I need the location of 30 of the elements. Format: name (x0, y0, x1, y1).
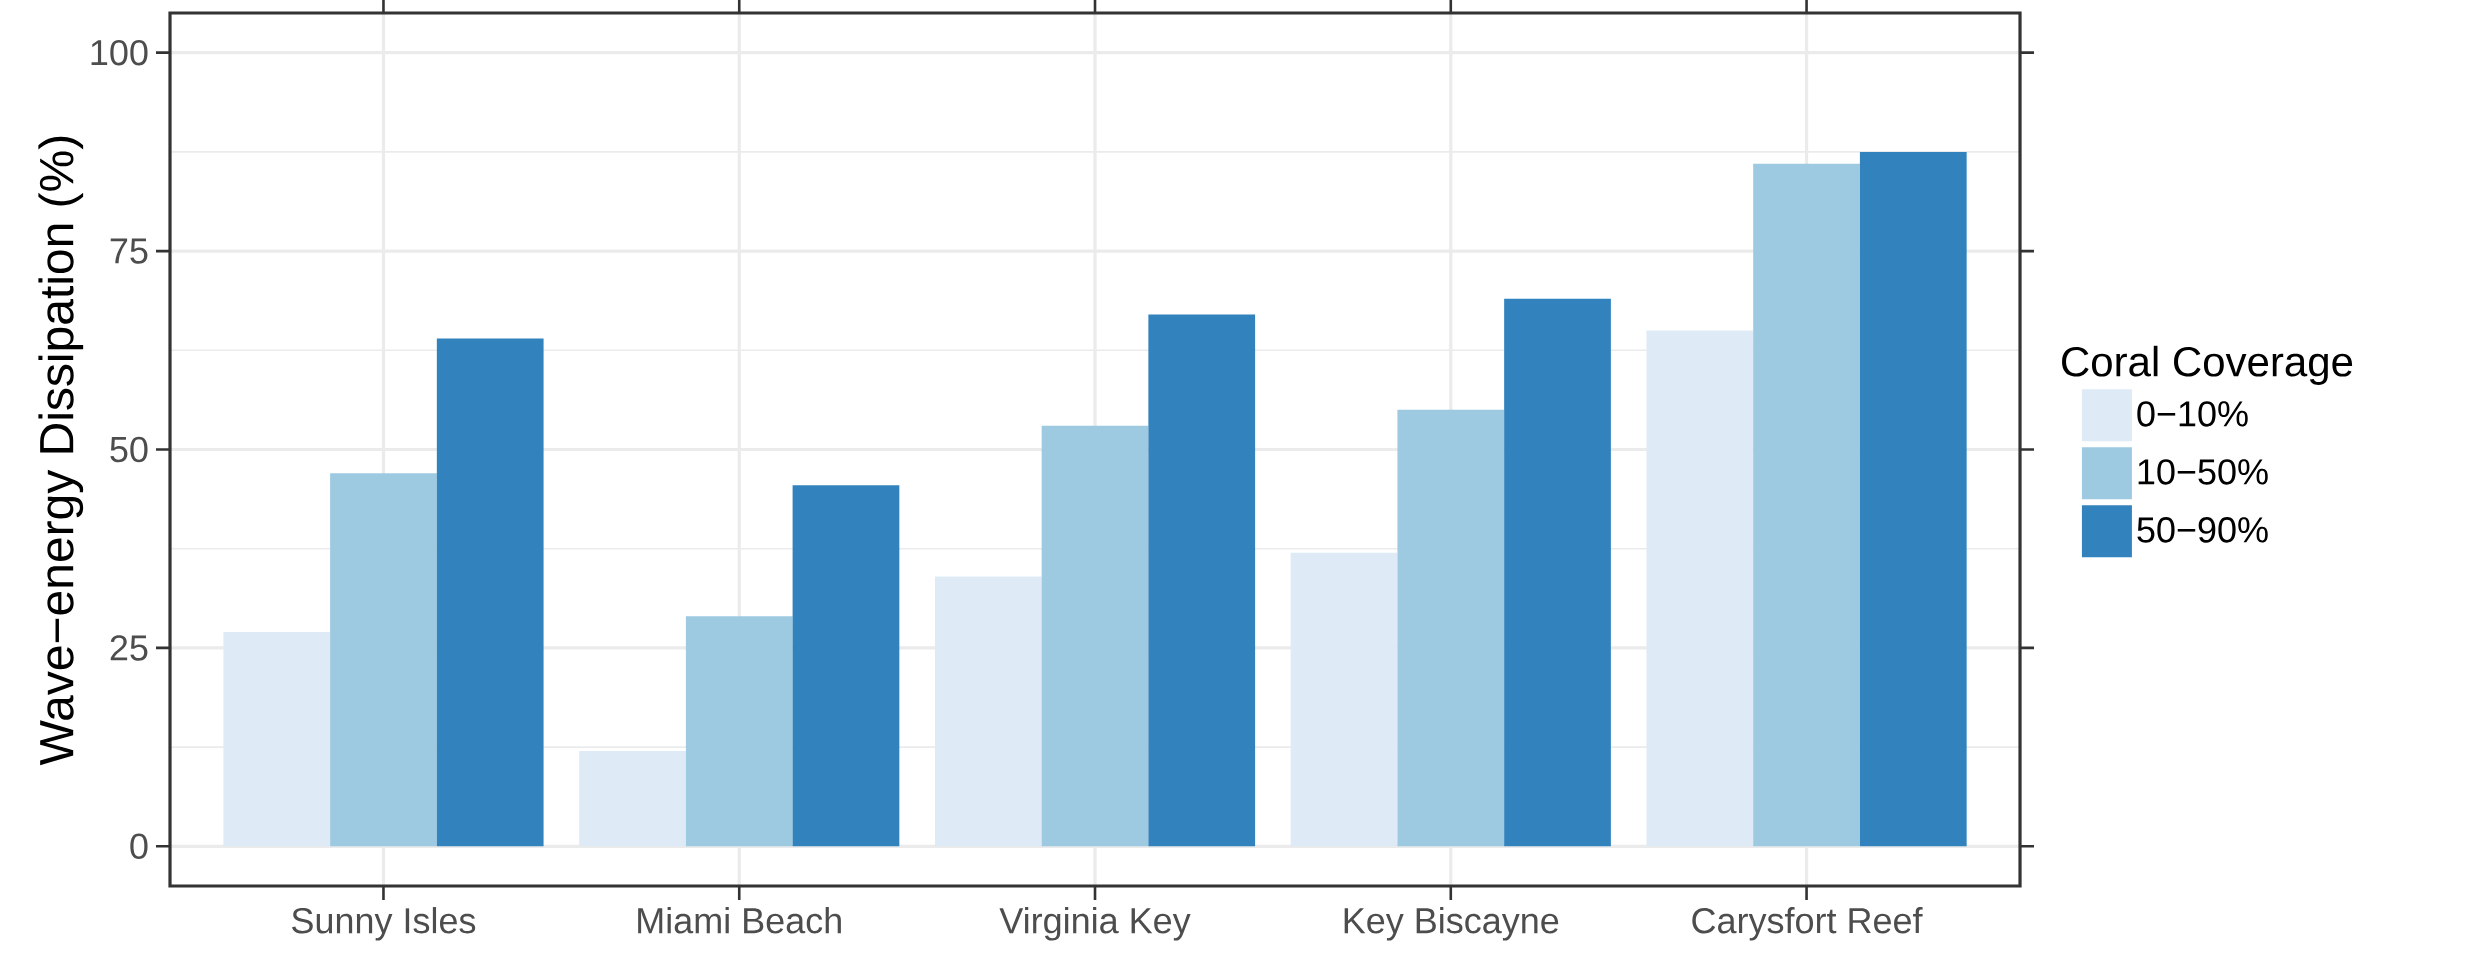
bar (934, 576, 1042, 847)
bar (1290, 552, 1398, 847)
y-tick-label: 100 (91, 39, 148, 66)
x-tick-label: Carysfort Reef (1692, 907, 1923, 941)
bar (223, 632, 331, 847)
y-tick-label: 75 (110, 238, 148, 264)
bar (1504, 298, 1611, 847)
bar (685, 616, 793, 847)
bar (1646, 330, 1754, 847)
bar (579, 751, 686, 847)
x-tick-label: Key Biscayne (1344, 907, 1559, 941)
y-tick-label: 50 (110, 436, 148, 463)
x-tick-label: Virginia Key (999, 907, 1191, 941)
bar (436, 338, 544, 847)
legend-label: 10−50% (2138, 459, 2268, 485)
bar (330, 473, 437, 847)
bar (792, 485, 900, 847)
x-tick-label: Miami Beach (638, 907, 841, 934)
legend-label: 0−10% (2137, 401, 2248, 427)
bar (1148, 314, 1256, 847)
y-tick-label: 0 (130, 833, 148, 860)
bar (1397, 409, 1505, 847)
legend-label: 50−90% (2137, 517, 2268, 543)
bar (1041, 425, 1149, 847)
legend-title: Coral Coverage (2062, 345, 2353, 385)
y-tick-label: 25 (110, 635, 148, 661)
bar (1753, 163, 1860, 847)
x-tick-label: Sunny Isles (292, 907, 476, 941)
y-axis-title: Wave−energy Dissipation (%) (38, 136, 84, 766)
bar (1859, 151, 1967, 847)
